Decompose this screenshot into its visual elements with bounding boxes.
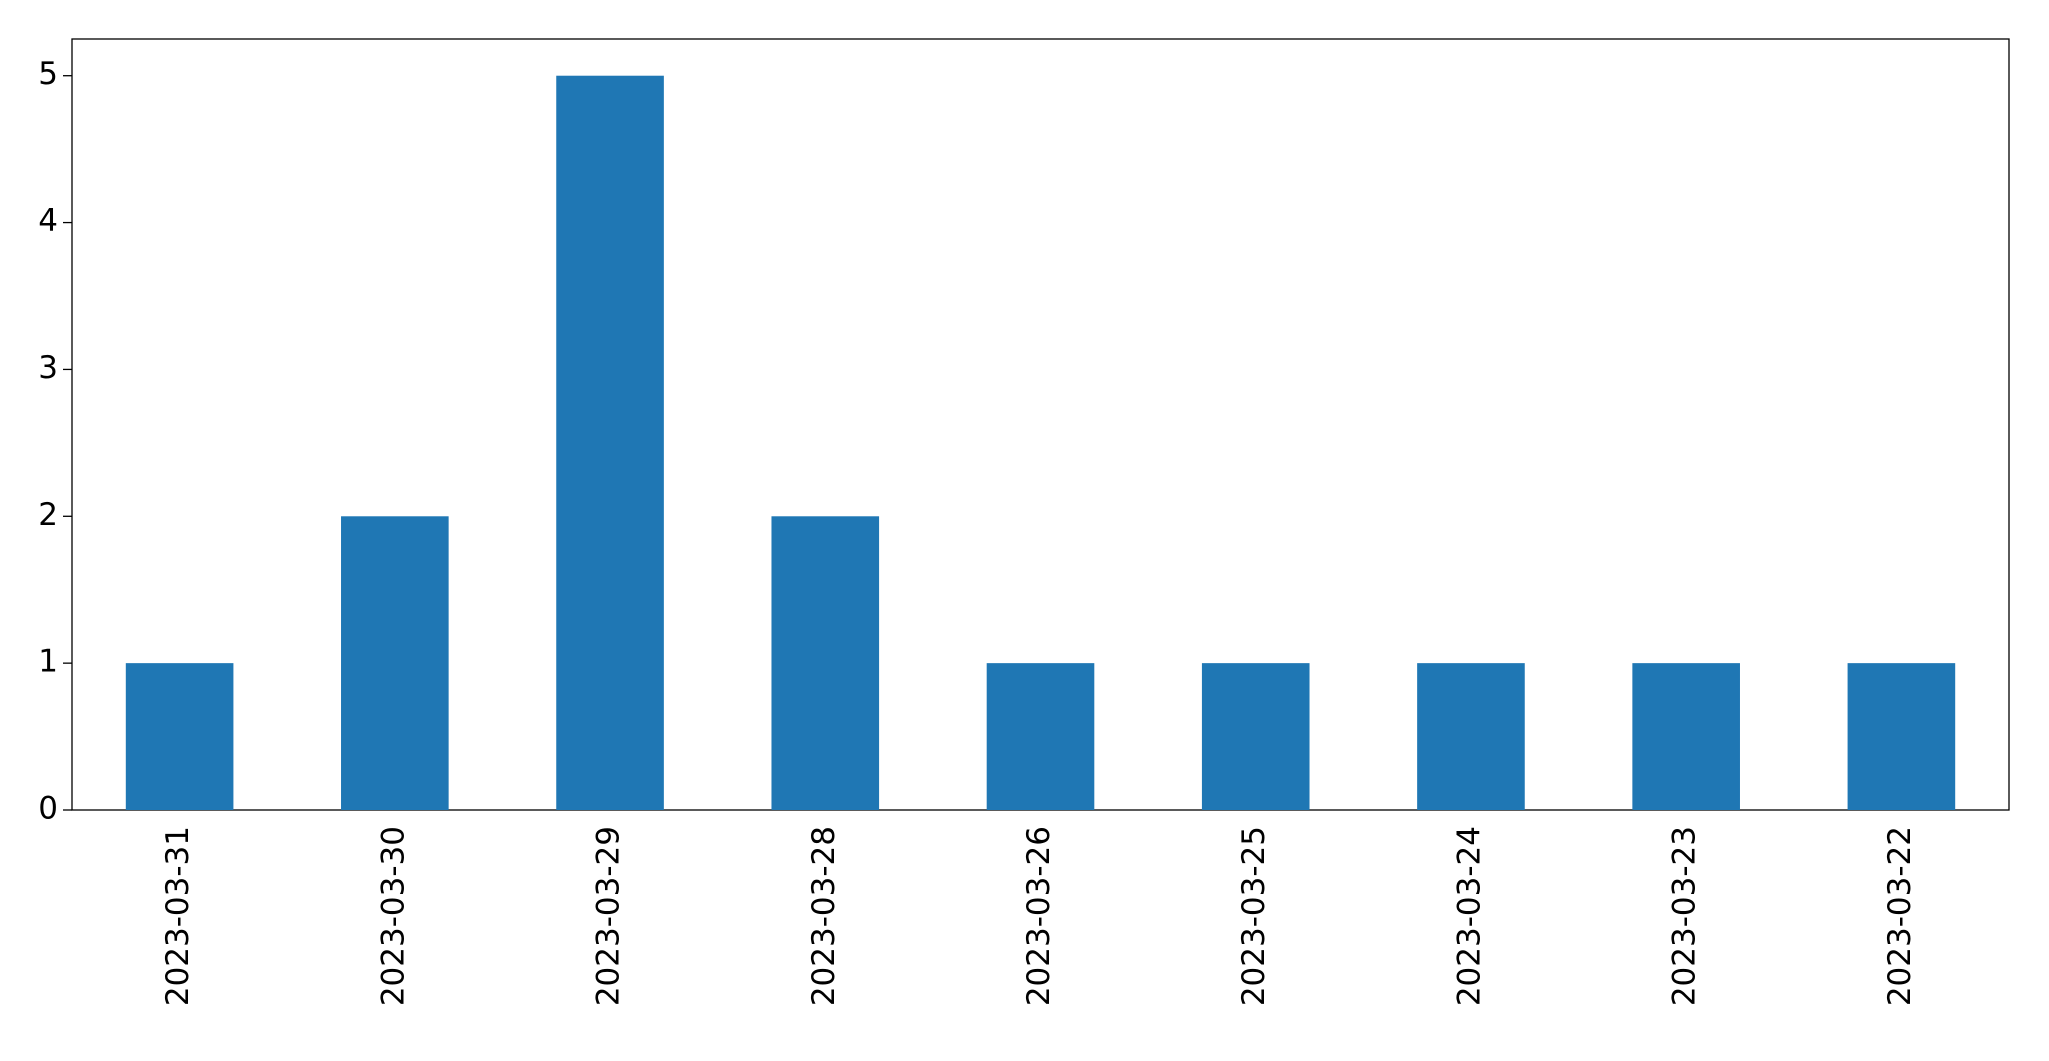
x-tick-label: 2023-03-29 [591, 826, 627, 1006]
bar [771, 516, 880, 810]
bar [1847, 663, 1956, 810]
y-tick-label: 4 [38, 203, 58, 239]
y-tick-label: 0 [38, 791, 58, 827]
y-tick-label: 3 [38, 350, 58, 386]
bar [341, 516, 449, 810]
x-tick-label: 2023-03-24 [1451, 826, 1487, 1006]
bar [1632, 663, 1740, 810]
x-tick-label: 2023-03-30 [375, 826, 411, 1006]
bar [125, 663, 234, 810]
y-tick-label: 2 [38, 497, 58, 533]
y-tick-label: 5 [38, 56, 58, 92]
x-tick-label: 2023-03-23 [1667, 826, 1703, 1006]
x-tick-label: 2023-03-31 [160, 826, 196, 1006]
x-tick-label: 2023-03-22 [1882, 826, 1918, 1006]
x-tick-label: 2023-03-25 [1236, 826, 1272, 1006]
x-tick-label: 2023-03-28 [806, 826, 842, 1006]
bar [986, 663, 1095, 810]
bar [1417, 663, 1525, 810]
x-tick-label: 2023-03-26 [1021, 826, 1057, 1006]
bar [556, 75, 664, 810]
y-tick-label: 1 [38, 644, 58, 680]
bar [1201, 663, 1310, 810]
